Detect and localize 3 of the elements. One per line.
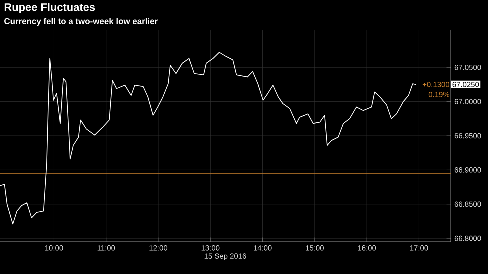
chart-title: Rupee Fluctuates [4, 3, 96, 14]
line-series [0, 52, 416, 225]
chart-subtitle: Currency fell to a two-week low earlier [4, 18, 158, 26]
